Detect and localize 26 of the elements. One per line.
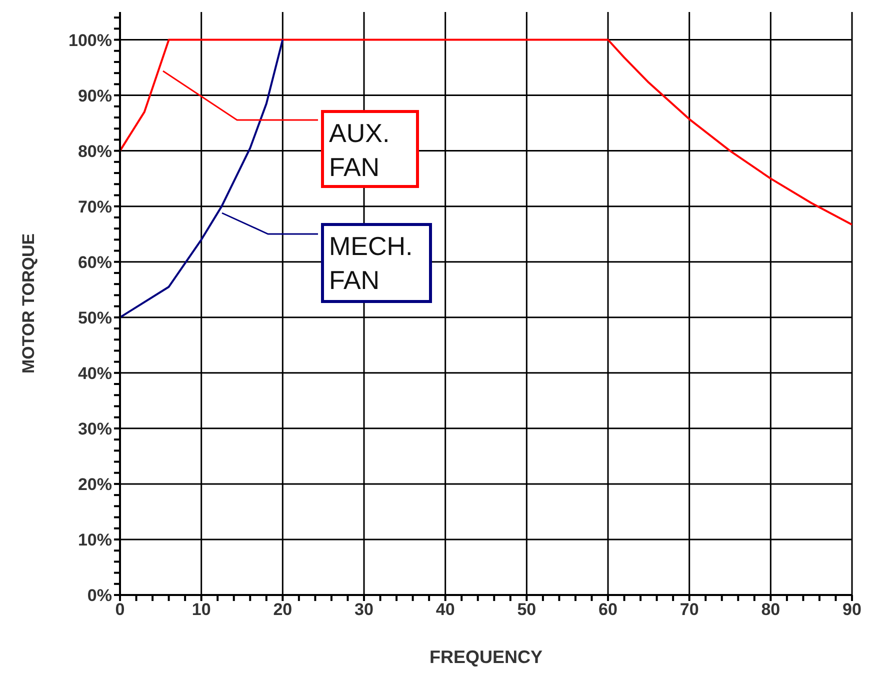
x-tick-label: 90 bbox=[842, 600, 862, 620]
y-tick-label: 50% bbox=[78, 308, 112, 328]
x-tick-label: 30 bbox=[354, 600, 374, 620]
x-tick-label: 70 bbox=[680, 600, 699, 620]
x-tick-label: 50 bbox=[517, 600, 536, 620]
y-tick-label: 60% bbox=[78, 252, 112, 272]
text: MECH. FAN bbox=[329, 230, 414, 297]
y-tick-label: 40% bbox=[78, 364, 112, 383]
y-tick-label: 80% bbox=[78, 142, 112, 161]
x-tick-label: 40 bbox=[436, 600, 455, 620]
y-axis-title: MOTOR TORQUE bbox=[19, 233, 38, 374]
x-tick-label: 0 bbox=[115, 600, 125, 620]
y-tick-label: 100% bbox=[68, 30, 112, 50]
x-tick-label: 60 bbox=[598, 600, 618, 620]
y-tick-label: 10% bbox=[78, 530, 112, 550]
y-tick-label: 20% bbox=[78, 474, 112, 494]
line-series bbox=[120, 38, 284, 318]
x-axis-title: FREQUENCY bbox=[429, 647, 543, 667]
y-tick-label: 30% bbox=[78, 419, 112, 438]
y-tick-label: 70% bbox=[78, 197, 112, 216]
text: AUX. FAN bbox=[329, 117, 391, 184]
y-tick-label: 0% bbox=[87, 586, 112, 606]
x-tick-label: 20 bbox=[273, 600, 292, 620]
x-tick-label: 10 bbox=[192, 600, 211, 620]
y-tick-label: 90% bbox=[78, 86, 112, 106]
x-tick-label: 80 bbox=[761, 600, 780, 620]
